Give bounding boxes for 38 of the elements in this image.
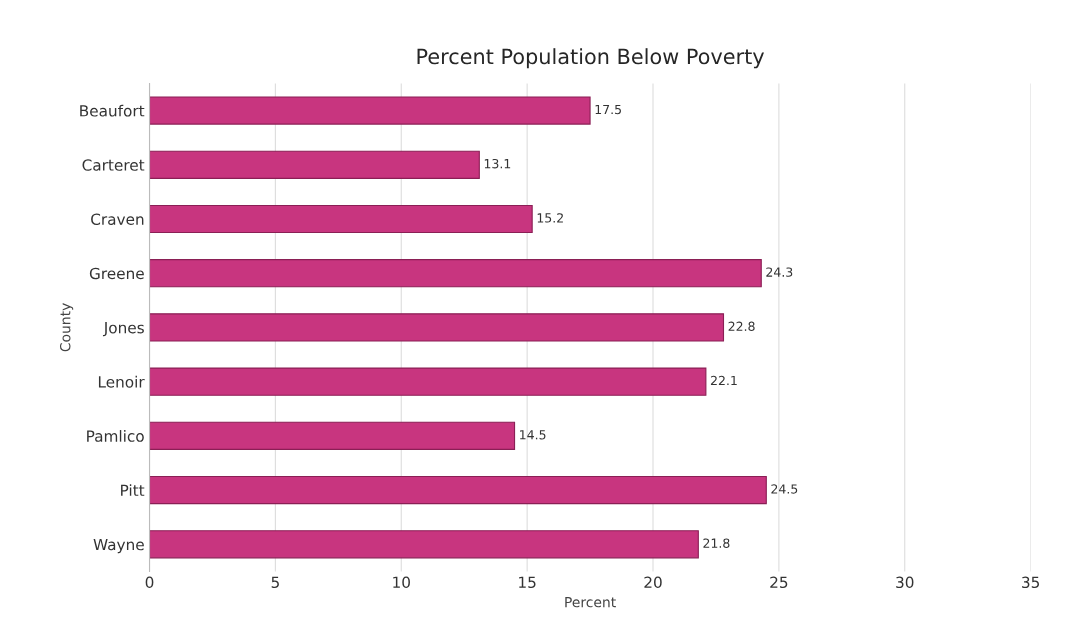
y-tick-label: Lenoir [98, 375, 145, 388]
y-tick-label: Craven [91, 213, 144, 226]
x-tick-label: 10 [393, 576, 410, 589]
data-label: 22.8 [728, 321, 755, 332]
x-tick-label: 20 [644, 576, 662, 589]
data-label: 24.3 [766, 267, 793, 277]
y-tick-label: Beaufort [80, 104, 145, 117]
chart-title: Percent Population Below Poverty [417, 48, 765, 69]
x-tick-label: 0 [145, 576, 154, 589]
bar [149, 96, 591, 125]
y-tick-label: Jones [102, 322, 144, 337]
y-axis-title: County [59, 303, 74, 352]
data-label: 14.5 [520, 430, 546, 440]
y-tick-label: Pamlico [87, 430, 144, 442]
data-label: 22.1 [710, 375, 737, 386]
data-label: 21.8 [703, 538, 730, 548]
bar [149, 204, 533, 234]
y-tick-label: Greene [89, 267, 144, 280]
y-tick-label: Carteret [82, 159, 145, 171]
x-tick-label: 5 [271, 576, 279, 589]
data-label: 17.5 [595, 104, 621, 115]
bar [149, 421, 516, 450]
data-label: 15.2 [537, 213, 563, 223]
y-tick-label: Wayne [93, 538, 144, 554]
bar [149, 150, 480, 179]
x-tick-label: 25 [770, 576, 788, 589]
x-tick-label: 15 [519, 576, 536, 589]
bar [149, 313, 725, 342]
bar [149, 367, 707, 396]
x-tick-label: 30 [896, 576, 914, 589]
x-axis-title: Percent [565, 597, 616, 608]
data-label: 13.1 [484, 158, 511, 169]
y-tick-label: Pitt [121, 484, 145, 496]
bar [149, 475, 767, 505]
bar [149, 530, 699, 559]
x-tick-label: 35 [1022, 576, 1040, 589]
data-label: 24.5 [771, 484, 798, 494]
bar [149, 259, 762, 288]
